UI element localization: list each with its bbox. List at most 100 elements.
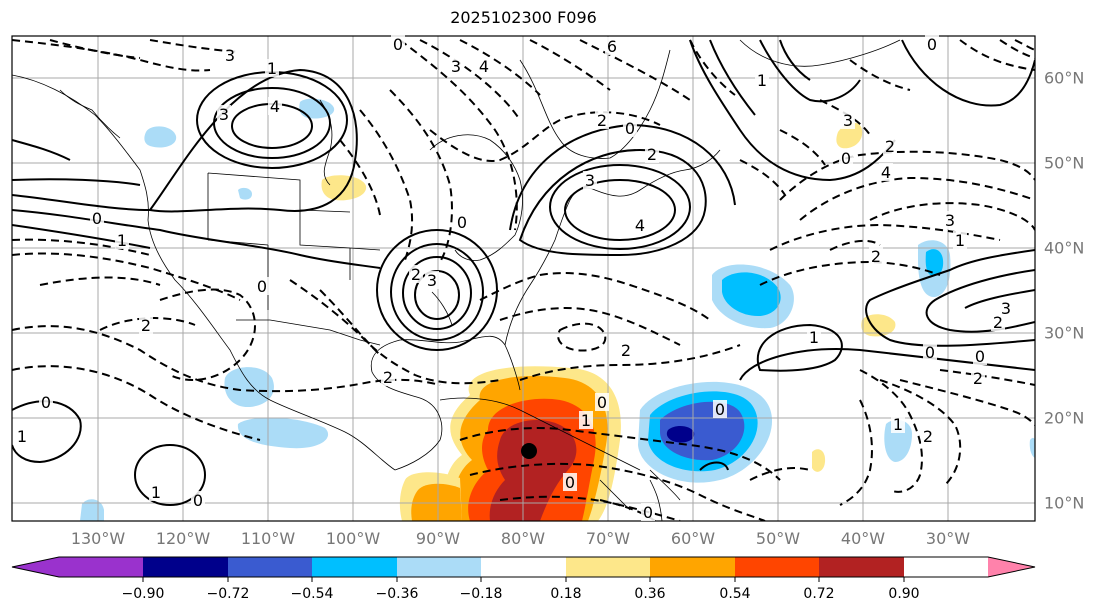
colorbar-tick-label: −0.36 bbox=[375, 586, 419, 602]
contour-label: 1 bbox=[809, 328, 819, 347]
contour-label: 0 bbox=[925, 343, 935, 362]
contour-label: 2 bbox=[871, 247, 881, 266]
lon-label-70w: 70°W bbox=[585, 529, 631, 548]
contour-label: 2 bbox=[647, 145, 657, 164]
contour-label-bg bbox=[191, 491, 205, 509]
contour-label: 1 bbox=[955, 231, 965, 250]
contour-label: 3 bbox=[427, 271, 437, 290]
contour-label: 0 bbox=[643, 503, 653, 522]
colorbar-box bbox=[735, 557, 819, 577]
colorbar-box bbox=[481, 557, 566, 577]
lat-label-20n: 20°N bbox=[1044, 408, 1085, 428]
contour-label-bg bbox=[39, 393, 53, 411]
colorbar-box bbox=[819, 557, 904, 577]
solid-contours bbox=[12, 39, 1035, 506]
contour-label: 2 bbox=[621, 341, 631, 360]
storm-center-marker bbox=[521, 443, 537, 459]
colorbar-box bbox=[312, 557, 397, 577]
contour-label-bg bbox=[971, 369, 985, 387]
contour-label-bg bbox=[869, 247, 883, 265]
contour-label: 1 bbox=[151, 483, 161, 502]
lon-label-90w: 90°W bbox=[415, 529, 461, 548]
contour-label: 2 bbox=[383, 368, 393, 387]
colorbar-outline bbox=[11, 556, 1036, 578]
contour-label-bg bbox=[409, 265, 423, 283]
colorbar-tick-label: 0.54 bbox=[719, 586, 751, 602]
contour-label-bg bbox=[605, 37, 619, 55]
contour-label-bg bbox=[891, 415, 905, 433]
contour-label-bg bbox=[149, 483, 163, 501]
contour-label: 2 bbox=[411, 265, 421, 284]
contour-label: 4 bbox=[479, 57, 489, 76]
contour-label-bg bbox=[217, 105, 231, 123]
contour-label: 1 bbox=[581, 411, 591, 430]
contour-label-bg bbox=[15, 427, 29, 445]
contour-label-bg bbox=[841, 111, 855, 129]
contour-label: 1 bbox=[117, 231, 127, 250]
colorbar-tick-label: −0.72 bbox=[206, 586, 250, 602]
contour-label: 2 bbox=[923, 427, 933, 446]
map-title: 2025102300 F096 bbox=[450, 8, 597, 27]
contour-label-bg bbox=[623, 119, 637, 137]
warm-west-mid bbox=[411, 483, 462, 521]
contour-label: 0 bbox=[927, 35, 937, 54]
lon-label-110w: 110°W bbox=[240, 529, 296, 548]
contour-label-bg bbox=[645, 145, 659, 163]
contour-label-bg bbox=[999, 299, 1013, 317]
contour-label-bg bbox=[943, 211, 957, 229]
contour-label-bg bbox=[883, 137, 897, 155]
contour-label: 0 bbox=[841, 149, 851, 168]
colorbar-box bbox=[228, 557, 312, 577]
colorbar-tick-label: 0.18 bbox=[550, 586, 582, 602]
colorbar-box bbox=[650, 557, 735, 577]
lon-label-80w: 80°W bbox=[500, 529, 546, 548]
contour-label-bg bbox=[268, 97, 282, 115]
colorbar-box bbox=[397, 557, 481, 577]
lat-label-30n: 30°N bbox=[1044, 323, 1085, 343]
contour-label: 3 bbox=[945, 211, 955, 230]
contour-label: 6 bbox=[607, 37, 617, 56]
lon-label-120w: 120°W bbox=[155, 529, 211, 548]
colorbar-box bbox=[143, 557, 228, 577]
contour-label: 0 bbox=[193, 491, 203, 510]
contour-label: 0 bbox=[975, 347, 985, 366]
cool-core bbox=[666, 426, 695, 443]
warm-core bbox=[489, 420, 577, 521]
colorbar-tick-label: −0.54 bbox=[290, 586, 334, 602]
contour-label-bg bbox=[265, 59, 279, 77]
map-frame bbox=[11, 35, 1036, 522]
contour-label: 0 bbox=[715, 400, 725, 419]
contour-label-bg bbox=[879, 163, 893, 181]
contour-label-bg bbox=[807, 328, 821, 346]
lat-label-60n: 60°N bbox=[1044, 68, 1085, 88]
contour-label-bg bbox=[921, 427, 935, 445]
contour-label: 4 bbox=[635, 216, 645, 235]
contour-label-bg bbox=[579, 411, 593, 429]
dashed-contours bbox=[12, 39, 1035, 521]
lon-label-60w: 60°W bbox=[670, 529, 716, 548]
contour-label: 0 bbox=[257, 277, 267, 296]
contour-label-bg bbox=[925, 35, 939, 53]
contour-label-bg bbox=[595, 111, 609, 129]
contour-label: 1 bbox=[17, 427, 27, 446]
contour-label-bg bbox=[953, 231, 967, 249]
contour-label-bg bbox=[223, 46, 237, 64]
contour-label-bg bbox=[991, 313, 1005, 331]
contour-label: 2 bbox=[141, 316, 151, 335]
contour-label: 0 bbox=[457, 213, 467, 232]
contour-label: 4 bbox=[270, 97, 280, 116]
contour-label-bg bbox=[381, 368, 395, 386]
contour-label-bg bbox=[425, 271, 439, 289]
contour-label-bg bbox=[115, 231, 129, 249]
contour-label: 1 bbox=[757, 71, 767, 90]
contour-label-bg bbox=[713, 400, 727, 418]
contour-label: 3 bbox=[451, 57, 461, 76]
contour-label: 2 bbox=[597, 111, 607, 130]
contour-label: 3 bbox=[1001, 299, 1011, 318]
shaded-fields bbox=[80, 98, 1035, 521]
colorbar-tick-label: 0.72 bbox=[803, 586, 835, 602]
contour-label-bg bbox=[755, 71, 769, 89]
contour-label: 4 bbox=[881, 163, 891, 182]
contour-label: 0 bbox=[92, 209, 102, 228]
contour-label-bg bbox=[391, 35, 405, 53]
